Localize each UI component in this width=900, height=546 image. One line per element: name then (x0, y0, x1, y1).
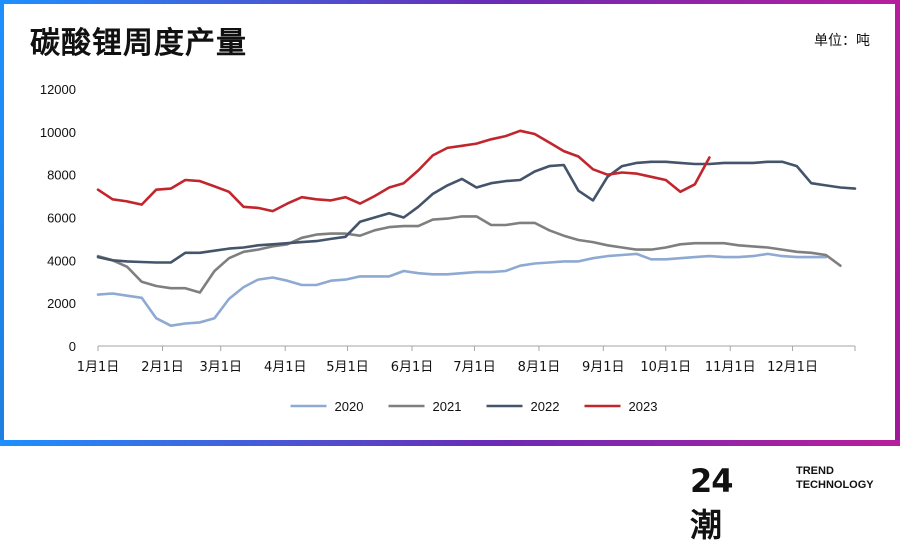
y-tick-label: 12000 (40, 82, 76, 97)
y-tick-label: 8000 (47, 168, 76, 183)
frame-left-border (0, 0, 4, 446)
logo-mark: 24潮 (690, 462, 734, 544)
y-tick-label: 6000 (47, 211, 76, 226)
legend-label-2020: 2020 (335, 399, 364, 414)
legend-label-2021: 2021 (433, 399, 462, 414)
y-tick-label: 2000 (47, 296, 76, 311)
x-tick-label: 6月1日 (391, 360, 434, 375)
x-tick-label: 10月1日 (640, 360, 691, 375)
y-tick-label: 0 (69, 339, 76, 354)
y-tick-label: 10000 (40, 125, 76, 140)
x-tick-label: 12月1日 (767, 360, 818, 375)
logo-text-line1: TREND (796, 465, 834, 477)
x-tick-label: 3月1日 (199, 360, 242, 375)
legend-label-2022: 2022 (531, 399, 560, 414)
slide-frame (0, 0, 900, 446)
legend-label-2023: 2023 (629, 399, 658, 414)
series-line-2020 (96, 252, 828, 328)
x-tick-label: 7月1日 (453, 360, 496, 375)
x-tick-label: 5月1日 (326, 360, 369, 375)
series-line-2021 (96, 215, 842, 294)
x-tick-label: 4月1日 (264, 360, 307, 375)
unit-label: 单位：吨 (814, 33, 870, 49)
y-tick-label: 4000 (47, 253, 76, 268)
x-tick-label: 8月1日 (518, 360, 561, 375)
series-line-2023 (96, 129, 711, 213)
x-tick-label: 11月1日 (705, 360, 756, 375)
logo-text-line2: TECHNOLOGY (796, 479, 874, 491)
x-tick-label: 2月1日 (141, 360, 184, 375)
page-title: 碳酸锂周度产量 (30, 26, 247, 61)
frame-right-border (895, 0, 900, 446)
logo-text: TREND TECHNOLOGY (796, 464, 874, 492)
series-line-2022 (96, 160, 857, 264)
x-tick-label: 1月1日 (77, 360, 120, 375)
frame-bottom-border (0, 440, 900, 446)
frame-top-border (0, 0, 900, 4)
x-tick-label: 9月1日 (582, 360, 625, 375)
line-chart: 0 2000 4000 6000 8000 10000 12000 1月1日 2月1日 3月1日 4… (40, 82, 857, 414)
